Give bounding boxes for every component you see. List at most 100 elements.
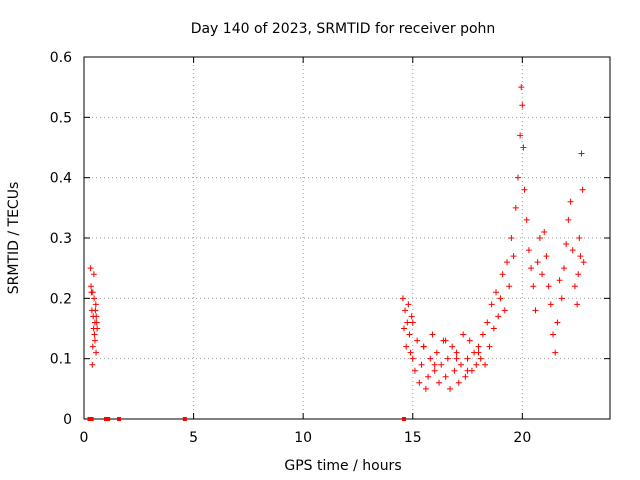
- data-point: [89, 289, 96, 296]
- data-point: [431, 361, 438, 368]
- data-point: [556, 277, 563, 284]
- y-tick-label: 0.6: [50, 50, 72, 66]
- data-point: [457, 361, 464, 368]
- data-point: [532, 307, 539, 314]
- data-point: [411, 367, 418, 374]
- data-point: [442, 373, 449, 380]
- data-point: [464, 355, 471, 362]
- data-point: [576, 235, 583, 241]
- data-point: [94, 325, 101, 332]
- data-point: [501, 307, 508, 314]
- x-tick-label: 5: [189, 430, 198, 446]
- data-point: [508, 235, 515, 241]
- data-point: [554, 319, 561, 326]
- data-point: [552, 349, 559, 356]
- data-point: [436, 379, 443, 386]
- data-point: [539, 271, 546, 278]
- data-point: [93, 349, 100, 356]
- data-point: [462, 373, 469, 380]
- data-point: [433, 349, 440, 356]
- y-tick-label: 0.3: [50, 231, 72, 247]
- data-point: [89, 361, 96, 368]
- data-point: [420, 343, 427, 350]
- y-tick-label: 0.4: [50, 171, 72, 187]
- grid-lines: [84, 57, 610, 419]
- y-tick-label: 0.2: [50, 291, 72, 307]
- data-point: [451, 367, 458, 374]
- data-point: [488, 301, 495, 308]
- data-point: [475, 343, 482, 350]
- data-point: [409, 319, 416, 326]
- data-point: [547, 301, 554, 308]
- data-point: [543, 253, 550, 260]
- data-point: [91, 337, 98, 344]
- data-point: [403, 343, 410, 350]
- data-point: [422, 385, 429, 392]
- data-point: [444, 355, 451, 362]
- data-point: [453, 355, 460, 362]
- data-point: [512, 204, 519, 211]
- data-point: [503, 259, 510, 266]
- data-point: [92, 307, 99, 314]
- data-point: [565, 216, 572, 223]
- data-point: [484, 319, 491, 326]
- data-point: [490, 325, 497, 332]
- data-point: [519, 102, 526, 109]
- data-point: [477, 355, 484, 362]
- data-point: [475, 349, 482, 356]
- data-point: [482, 361, 489, 368]
- data-point: [460, 331, 467, 338]
- data-point: [404, 319, 411, 326]
- data-point: [558, 295, 565, 302]
- x-tick-label: 0: [80, 430, 89, 446]
- data-point: [518, 84, 525, 91]
- zero-data-point: [106, 417, 111, 421]
- y-tick-label: 0.1: [50, 352, 72, 368]
- data-point: [89, 343, 96, 350]
- data-point: [528, 265, 535, 272]
- data-point: [520, 144, 527, 151]
- data-point: [580, 259, 587, 266]
- data-point: [536, 235, 543, 241]
- data-point: [399, 295, 406, 302]
- axis-ticks: 0 5 10 15 20 0 0.1 0.2 0.3 0.4 0.5 0.6: [50, 50, 610, 446]
- data-point: [92, 301, 99, 308]
- data-point: [431, 367, 438, 374]
- x-tick-label: 15: [404, 430, 422, 446]
- data-point: [569, 247, 576, 254]
- data-point: [571, 283, 578, 290]
- y-axis-label: SRMTID / TECUs: [6, 182, 22, 295]
- data-point: [88, 283, 95, 290]
- data-point: [91, 295, 98, 302]
- data-point: [506, 283, 513, 290]
- data-point: [427, 355, 434, 362]
- x-axis-label: GPS time / hours: [284, 458, 401, 474]
- data-point: [406, 331, 413, 338]
- data-point: [418, 361, 425, 368]
- data-point: [455, 379, 462, 386]
- data-point: [473, 361, 480, 368]
- zero-data-point: [89, 417, 94, 421]
- data-point: [567, 198, 574, 205]
- data-point: [525, 247, 532, 254]
- data-point: [87, 265, 94, 272]
- chart-title: Day 140 of 2023, SRMTID for receiver poh…: [191, 21, 496, 37]
- data-point: [510, 253, 517, 260]
- data-point: [579, 186, 586, 193]
- data-point: [523, 216, 530, 223]
- data-point: [425, 373, 432, 380]
- data-point: [93, 319, 100, 326]
- data-point: [574, 301, 581, 308]
- data-point: [402, 307, 409, 314]
- data-point: [497, 295, 504, 302]
- data-point: [521, 186, 528, 193]
- zero-data-point: [182, 417, 187, 421]
- data-point: [517, 132, 524, 139]
- data-point: [578, 150, 585, 157]
- data-point: [400, 325, 407, 332]
- y-tick-label: 0.5: [50, 110, 72, 126]
- data-point: [534, 259, 541, 266]
- data-point: [447, 385, 454, 392]
